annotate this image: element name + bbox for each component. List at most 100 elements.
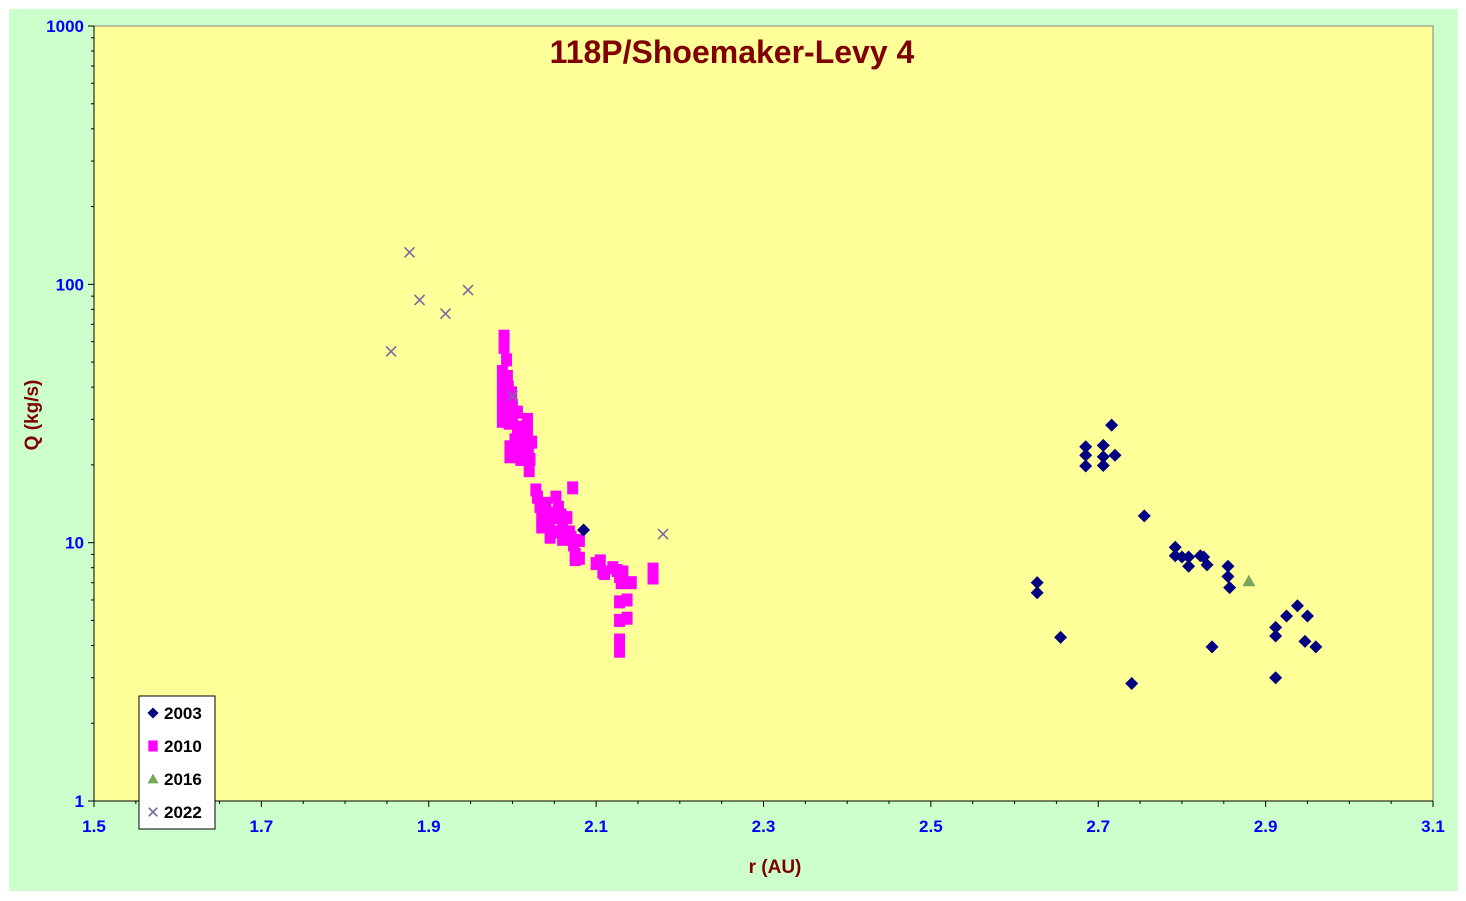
point-2010 bbox=[496, 389, 508, 403]
legend-marker-2022 bbox=[148, 807, 158, 817]
point-2010 bbox=[536, 508, 548, 522]
point-2003 bbox=[1079, 459, 1093, 473]
point-2010 bbox=[548, 525, 560, 539]
legend-label-2022: 2022 bbox=[164, 803, 202, 822]
legend-item-2016: 2016 bbox=[147, 770, 202, 789]
point-2010 bbox=[614, 633, 626, 647]
y-axis-title: Q (kg/s) bbox=[22, 380, 43, 451]
point-2010 bbox=[501, 353, 513, 367]
point-2010 bbox=[614, 644, 626, 658]
point-2010 bbox=[498, 329, 510, 343]
y-tick-label: 1 bbox=[75, 792, 84, 811]
point-2010 bbox=[515, 452, 527, 466]
x-axis-title: r (AU) bbox=[749, 857, 802, 878]
point-2010 bbox=[557, 520, 569, 534]
legend-marker-2003 bbox=[147, 707, 159, 719]
point-2010 bbox=[496, 402, 508, 416]
point-2010 bbox=[625, 576, 637, 590]
point-2010 bbox=[503, 405, 515, 419]
point-2003 bbox=[1096, 450, 1110, 464]
point-2003 bbox=[1182, 550, 1196, 564]
point-2003 bbox=[1168, 540, 1182, 554]
point-2022 bbox=[413, 294, 426, 306]
point-2003 bbox=[1205, 640, 1219, 654]
point-2010 bbox=[621, 593, 633, 607]
point-2010 bbox=[561, 511, 573, 525]
point-2010 bbox=[522, 424, 534, 438]
point-2003 bbox=[1290, 599, 1304, 613]
point-2010 bbox=[573, 551, 585, 565]
x-tick-label: 2.3 bbox=[752, 817, 776, 836]
point-2010 bbox=[568, 538, 580, 552]
point-2010 bbox=[647, 562, 659, 576]
point-2010 bbox=[614, 613, 626, 627]
point-2003 bbox=[1269, 629, 1283, 643]
point-2003 bbox=[1269, 620, 1283, 634]
series-2022 bbox=[385, 246, 669, 540]
point-2010 bbox=[511, 405, 523, 419]
series-2010 bbox=[496, 329, 659, 658]
legend-label-2016: 2016 bbox=[164, 770, 202, 789]
point-2010 bbox=[647, 571, 659, 585]
point-2003 bbox=[1309, 640, 1323, 654]
axes: 1 10 100 1000 1.5 1.7 1.9 2.1 2.3 2.5 2.7 2.9 3.1 bbox=[46, 17, 1445, 836]
point-2010 bbox=[594, 554, 606, 568]
point-2010 bbox=[550, 490, 562, 504]
point-2010 bbox=[547, 511, 559, 525]
legend-item-2010: 2010 bbox=[148, 737, 202, 756]
x-tick-label: 2.5 bbox=[919, 817, 943, 836]
x-tick-label: 2.1 bbox=[584, 817, 608, 836]
series-2003 bbox=[577, 418, 1323, 690]
point-2010 bbox=[536, 520, 548, 534]
y-tick-label: 100 bbox=[56, 275, 84, 294]
point-2003 bbox=[1079, 440, 1093, 454]
point-2010 bbox=[530, 483, 542, 497]
point-2003 bbox=[1269, 671, 1283, 685]
x-tick-label: 1.5 bbox=[82, 817, 106, 836]
legend-marker-2016 bbox=[147, 773, 159, 784]
point-2003 bbox=[1030, 586, 1044, 600]
data-marks bbox=[385, 246, 1323, 690]
legend-item-2022: 2022 bbox=[148, 803, 202, 822]
x-tick-label: 2.7 bbox=[1086, 817, 1110, 836]
point-2010 bbox=[522, 442, 534, 456]
x-tick-label: 1.9 bbox=[417, 817, 441, 836]
point-2010 bbox=[498, 340, 510, 354]
point-2010 bbox=[523, 464, 535, 478]
point-2010 bbox=[557, 532, 569, 546]
point-2010 bbox=[506, 412, 518, 426]
point-2010 bbox=[573, 533, 585, 547]
legend-marker-2010 bbox=[148, 740, 158, 752]
legend-label-2003: 2003 bbox=[164, 704, 202, 723]
point-2010 bbox=[617, 565, 629, 579]
point-2003 bbox=[1221, 569, 1235, 583]
point-2003 bbox=[1105, 418, 1119, 432]
point-2003 bbox=[1200, 558, 1214, 572]
point-2003 bbox=[1125, 676, 1139, 690]
point-2003 bbox=[1096, 438, 1110, 452]
point-2022 bbox=[439, 308, 452, 320]
point-2003 bbox=[1096, 458, 1110, 472]
point-2010 bbox=[567, 481, 579, 495]
point-2003 bbox=[577, 523, 591, 537]
point-2010 bbox=[614, 595, 626, 609]
point-2003 bbox=[1300, 609, 1314, 623]
y-tick-label: 10 bbox=[65, 534, 84, 553]
point-2010 bbox=[511, 420, 523, 434]
point-2010 bbox=[615, 576, 627, 590]
point-2010 bbox=[526, 435, 538, 449]
y-tick-label: 1000 bbox=[46, 17, 84, 36]
point-2003 bbox=[1280, 609, 1294, 623]
point-2010 bbox=[540, 496, 552, 510]
point-2010 bbox=[534, 500, 546, 514]
point-2010 bbox=[565, 530, 577, 544]
point-2003 bbox=[1298, 634, 1312, 648]
point-2003 bbox=[1182, 559, 1196, 573]
point-2003 bbox=[1079, 448, 1093, 462]
x-tick-label: 2.9 bbox=[1254, 817, 1278, 836]
legend-item-2003: 2003 bbox=[147, 704, 202, 723]
point-2003 bbox=[1137, 509, 1151, 523]
point-2010 bbox=[504, 440, 516, 454]
x-tick-label: 3.1 bbox=[1421, 817, 1445, 836]
point-2010 bbox=[522, 412, 534, 426]
